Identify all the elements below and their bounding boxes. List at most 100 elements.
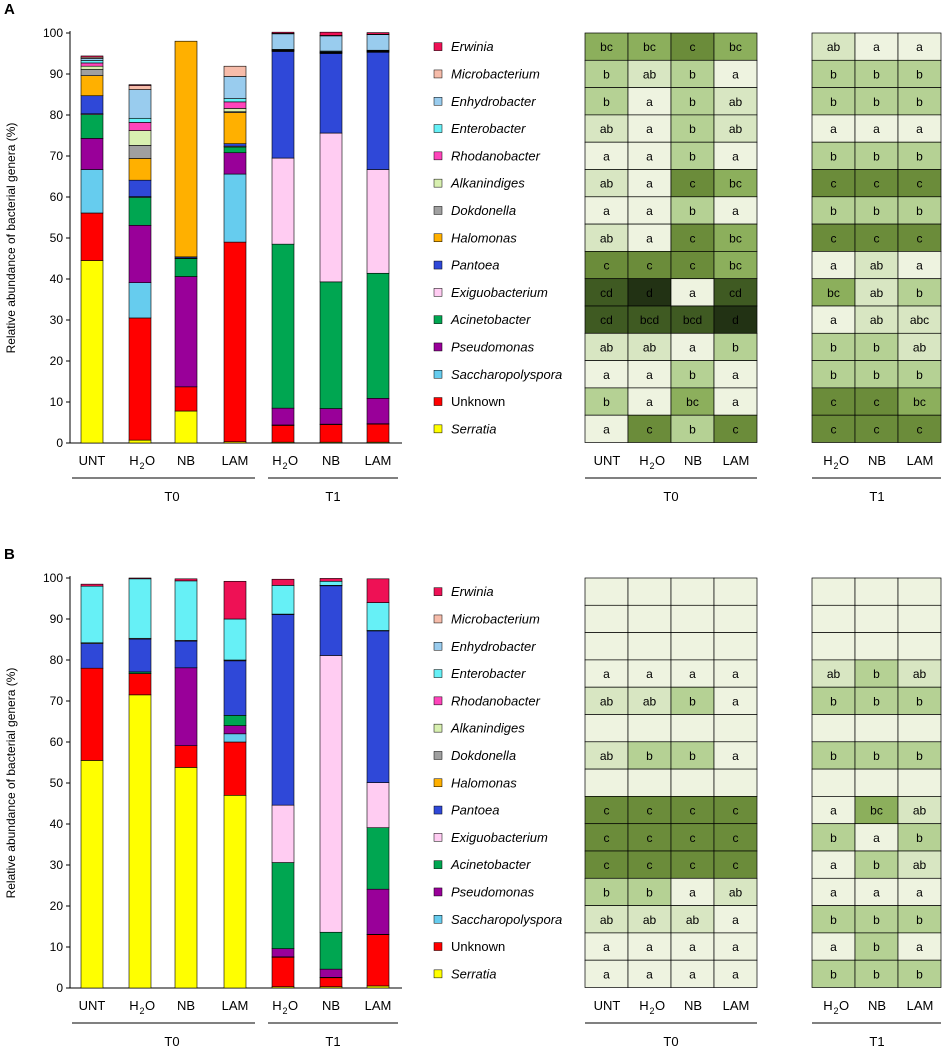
panel-a-bar-segment-halomonas: [80, 75, 104, 97]
panel-a-t1-heat-value: b: [916, 95, 923, 109]
panel-a-legend-label-rhodanobacter: Rhodanobacter: [451, 148, 541, 163]
panel-b-t0-heat-cell: [627, 850, 672, 879]
panel-b-t1-heat-cell: [811, 850, 856, 879]
panel-a-bar-segment-exiguobacterium: [271, 157, 295, 245]
panel-a-y-tick-label: 0: [56, 436, 63, 450]
panel-b-bar-segment-serratia: [80, 760, 104, 989]
panel-b-t1-heat-cell: [897, 959, 942, 988]
panel-a-t0-heat-cell: [584, 114, 629, 143]
h2o-o: O: [839, 998, 849, 1013]
panel-a-legend-label-acinetobacter: Acinetobacter: [450, 312, 531, 327]
panel-b-t0-heat-value: b: [603, 885, 610, 899]
panel-a-t0-heat-cell: [713, 141, 758, 170]
panel-a-t1-heat-cell: [811, 59, 856, 88]
panel-a-t1-heat-value: b: [916, 368, 923, 382]
panel-b-t0-heat-value: ab: [643, 913, 657, 927]
panel-b-y-tick-label: 50: [50, 776, 64, 790]
panel-a-t0-heat-value: c: [733, 422, 739, 436]
panel-a-legend-label-enhydrobacter: Enhydrobacter: [451, 94, 536, 109]
panel-a-bar-segment-microbacterium: [128, 85, 152, 90]
panel-a-t0-heat-value: b: [732, 340, 739, 354]
panel-a-bar-label-6: LAM: [365, 453, 392, 468]
panel-b-legend-swatch-erwinia: [433, 587, 443, 596]
panel-a-bar-segment-unknown: [223, 241, 247, 443]
panel-a-t0-heat-value: bcd: [683, 313, 702, 327]
panel-a-t1-heat-cell: [897, 196, 942, 225]
panel-a-t0-heat-cell: [670, 32, 715, 61]
panel-b-bar-segment-acinetobacter: [366, 827, 390, 890]
panel-a-t1-heat-value: c: [917, 422, 923, 436]
panel-b-y-tick-label: 10: [50, 940, 64, 954]
panel-a-letter: A: [4, 1, 15, 18]
panel-b-t1-heat-value: ab: [913, 804, 927, 818]
panel-b-t1-heat-cell: [854, 632, 899, 661]
panel-a-bar-segment-rhodanobacter: [223, 101, 247, 109]
panel-b-bar-segment-erwinia: [366, 578, 390, 603]
panel-b-t1-heat-cell: [811, 659, 856, 688]
panel-a-bar-segment-alkanindiges: [80, 65, 104, 70]
panel-b-t0-heat-cell: [713, 686, 758, 715]
panel-b-bar-segment-pseudomonas: [271, 948, 295, 958]
panel-b-legend-swatch-microbacterium: [433, 614, 443, 624]
panel-b-t0-heat-cell: [670, 604, 715, 633]
panel-a-t0-heat-value: a: [646, 95, 653, 109]
panel-a-bar-segment-pantoea: [128, 179, 152, 197]
panel-b-t1-heat-cell: [854, 850, 899, 879]
panel-a-t0-heat-cell: [670, 278, 715, 307]
panel-a-t0-heat-cell: [627, 332, 672, 361]
panel-b-t1-heat-value: a: [830, 804, 837, 818]
panel-a: A Relative abundance of bacterial genera …: [4, 1, 942, 504]
panel-b-bar-segment-pantoea: [128, 638, 152, 673]
panel-a-legend-swatch-exiguobacterium: [433, 288, 443, 297]
panel-a-legend-label-dokdonella: Dokdonella: [451, 203, 516, 218]
panel-b-t1-heat-cell: [897, 877, 942, 906]
panel-a-t0-heat-cell: [627, 169, 672, 198]
panel-a-t1-heat-cell: [897, 169, 942, 198]
panel-b-t0-heat-value: a: [689, 967, 696, 981]
panel-b-legend-label-acinetobacter: Acinetobacter: [450, 857, 531, 872]
panel-b-t0-heat-value: c: [733, 804, 739, 818]
panel-a-bar-segment-enterobacter: [80, 60, 104, 64]
panel-a-t0-heat-cell: [713, 387, 758, 416]
panel-a-t0-heat-value: a: [689, 340, 696, 354]
panel-a-t0-heat-value: d: [732, 313, 739, 327]
panel-b-t1-heat-value: ab: [913, 667, 927, 681]
panel-b-t0-heat-value: a: [689, 940, 696, 954]
panel-a-t1-heat-value: ab: [870, 259, 884, 273]
panel-b-bar-segment-exiguobacterium: [319, 655, 343, 933]
panel-b-t1-col-label-2: LAM: [907, 998, 934, 1013]
panel-b-bar-segment-erwinia: [128, 577, 152, 580]
panel-a-bar-segment-exiguobacterium: [366, 169, 390, 274]
panel-a-t0-heat-value: ab: [729, 95, 743, 109]
h2o-h: H: [272, 998, 281, 1013]
panel-a-legend-swatch-halomonas: [433, 233, 443, 242]
panel-b-legend-label-serratia: Serratia: [451, 966, 497, 981]
panel-b-bar-segment-pseudomonas: [366, 888, 390, 935]
panel-b-legend-swatch-pantoea: [433, 805, 443, 815]
panel-b-t1-heat-value: b: [830, 694, 837, 708]
panel-a-t0-heat-value: c: [647, 259, 653, 273]
panel-b-legend-swatch-enhydrobacter: [433, 642, 443, 651]
panel-b-t0-heat-value: c: [733, 831, 739, 845]
panel-b-t0-heat-cell: [627, 768, 672, 797]
panel-b-bar-segment-pantoea: [80, 643, 104, 669]
panel-b-t1-heat-cell: [811, 796, 856, 825]
panel-b-t0-heat-cell: [584, 850, 629, 879]
panel-a-bar-segment-acinetobacter: [128, 197, 152, 226]
panel-a-legend-swatch-acinetobacter: [433, 315, 443, 324]
panel-b-t1-heat-cell: [854, 714, 899, 743]
panel-b-bar-segment-serratia: [174, 767, 198, 989]
panel-a-t1-heat-cell: [811, 414, 856, 443]
panel-a-t0-heat-value: ab: [729, 122, 743, 136]
panel-a-legend-swatch-erwinia: [433, 42, 443, 51]
panel-b-t0-heat-cell: [713, 714, 758, 743]
panel-a-bar-segment-dokdonella: [80, 69, 104, 76]
panel-b-t0-heat-cell: [713, 577, 758, 606]
panel-a-t0-heat-cell: [713, 87, 758, 116]
panel-a-legend-swatch-rhodanobacter: [433, 151, 443, 161]
panel-a-t0-heat-cell: [627, 114, 672, 143]
panel-b-t0-heat-value: ab: [643, 694, 657, 708]
panel-b-t0-heat-value: a: [732, 967, 739, 981]
panel-b-t1-heat-cell: [854, 577, 899, 606]
